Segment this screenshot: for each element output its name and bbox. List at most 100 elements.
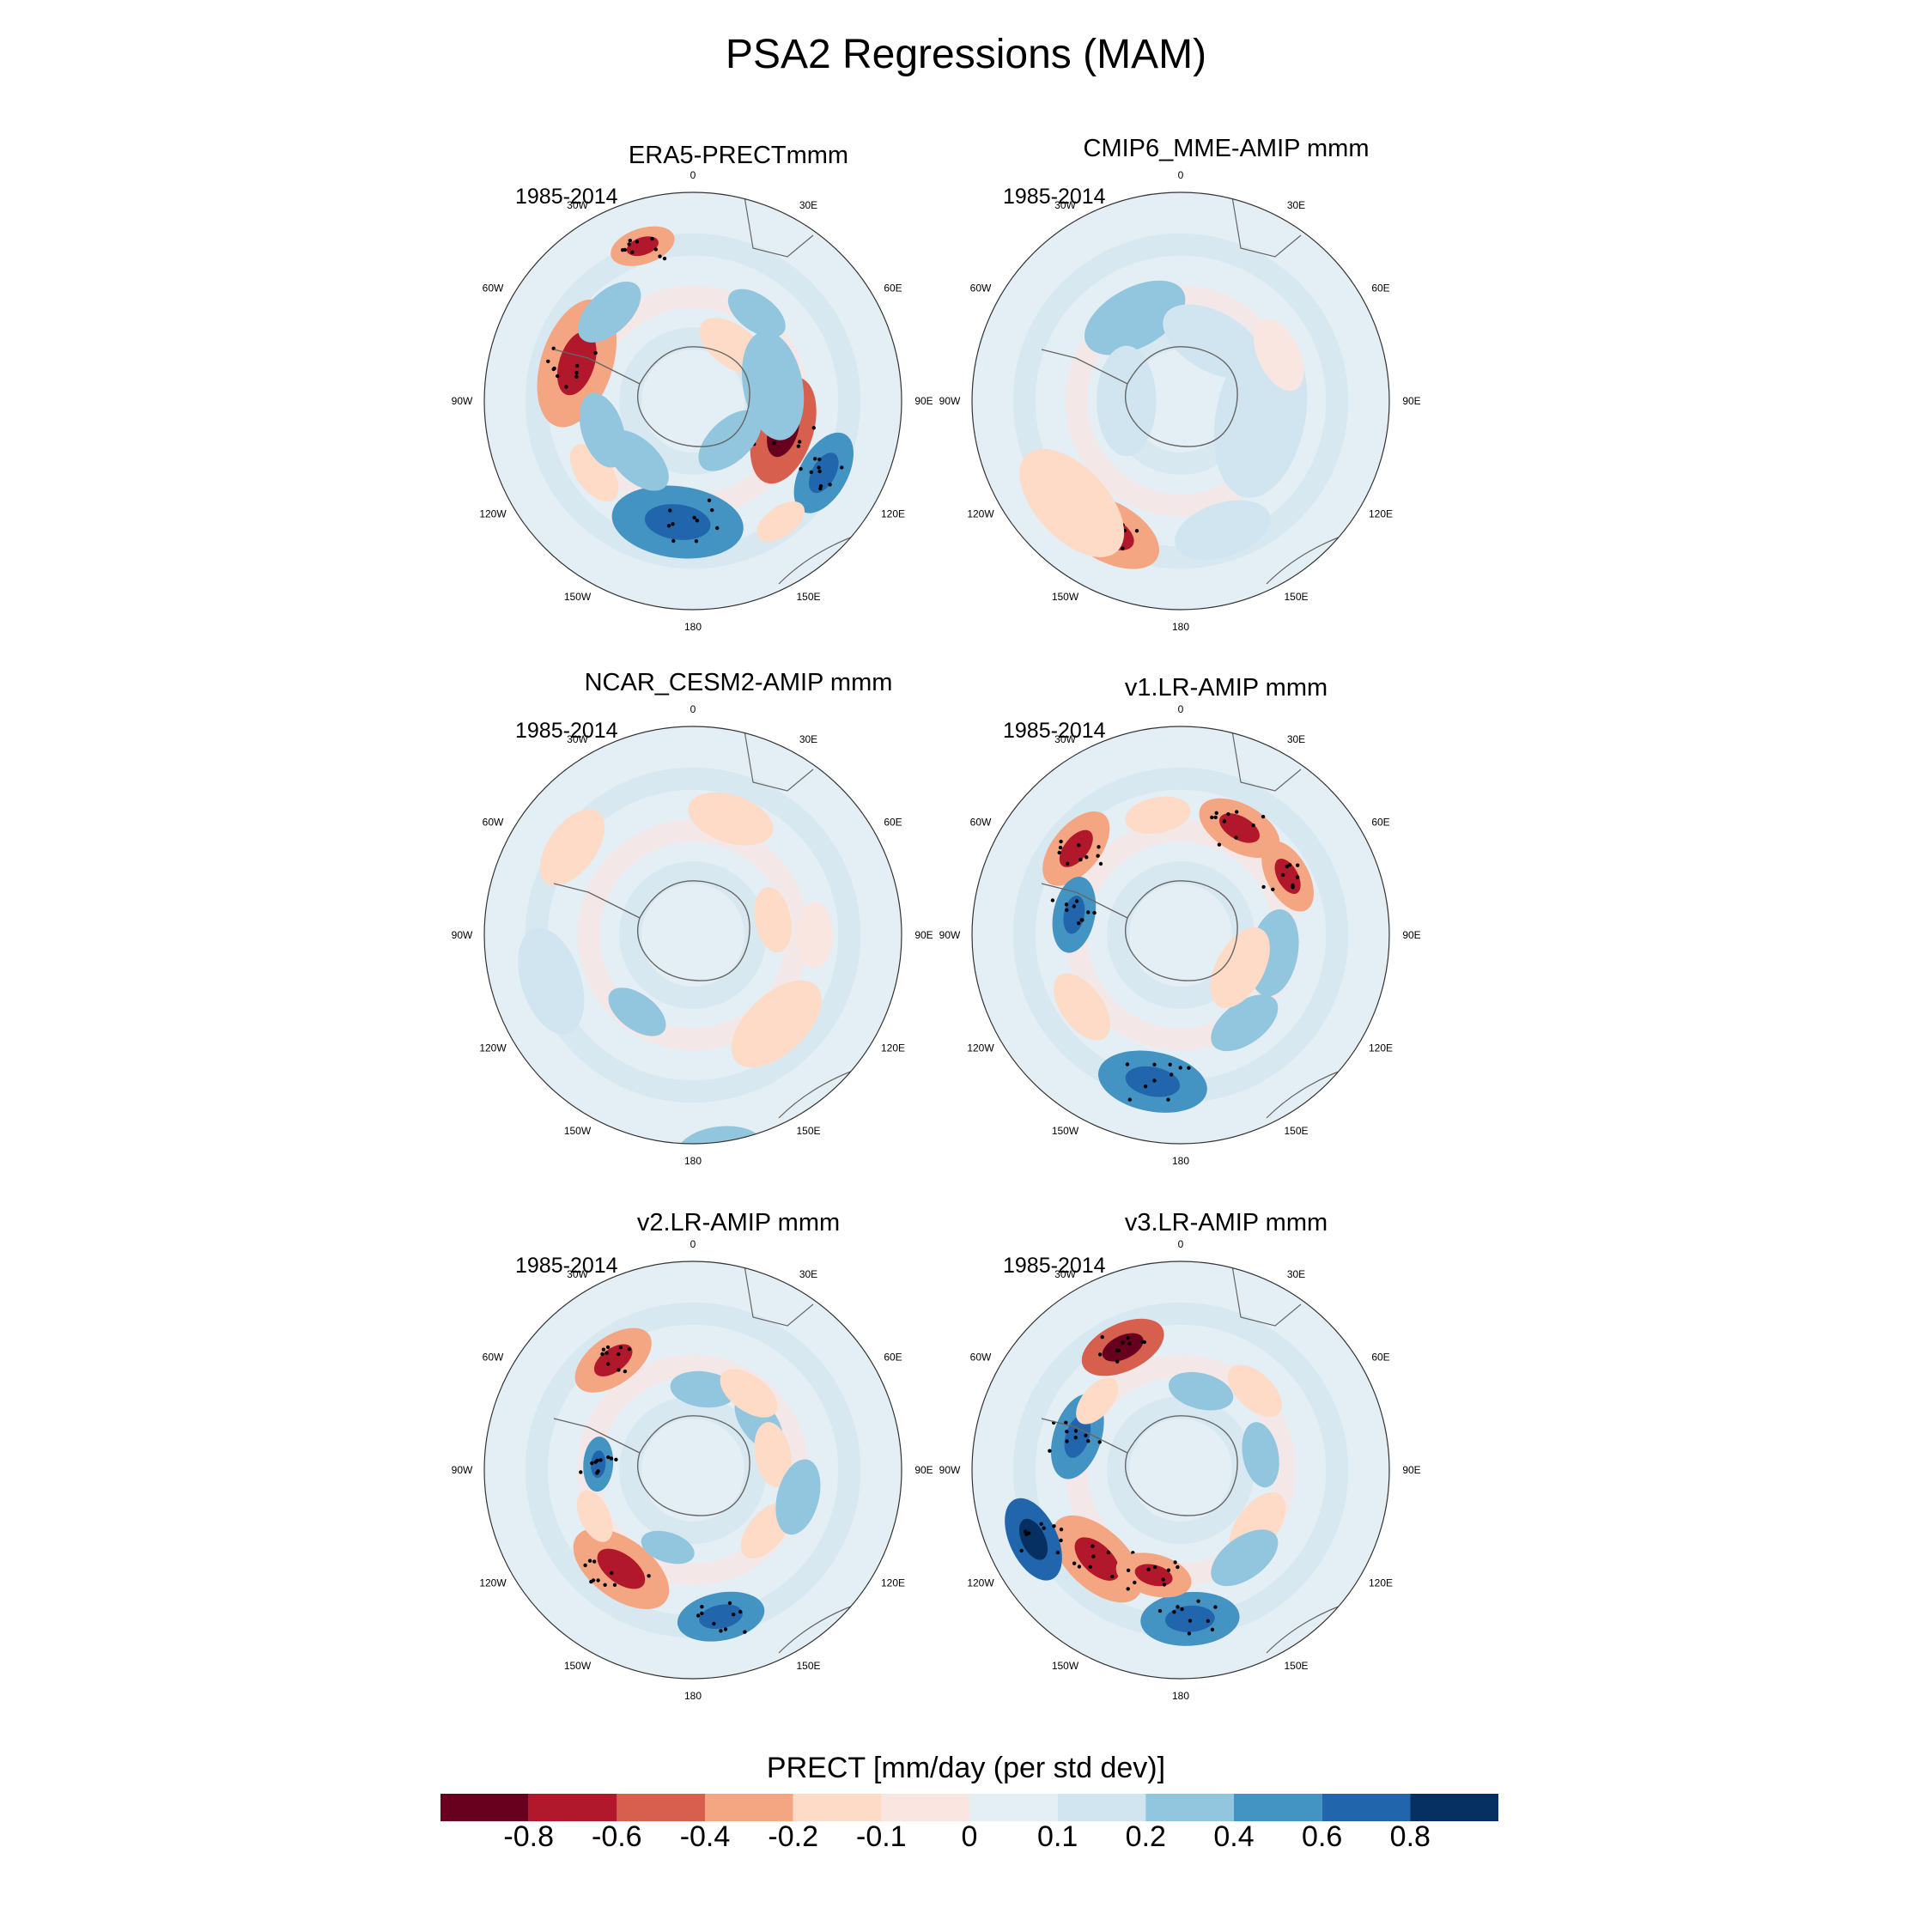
colorbar-segment bbox=[440, 1794, 529, 1821]
longitude-label: 30W bbox=[567, 199, 588, 211]
significance-dot bbox=[1234, 835, 1237, 839]
significance-dot bbox=[1110, 1575, 1114, 1578]
significance-dot bbox=[1296, 864, 1299, 867]
significance-dot bbox=[728, 1601, 732, 1605]
longitude-label: 30W bbox=[567, 733, 588, 745]
significance-dot bbox=[1296, 875, 1299, 878]
longitude-label: 30W bbox=[1054, 199, 1076, 211]
significance-dot bbox=[1115, 1360, 1119, 1364]
significance-dot bbox=[629, 239, 632, 242]
figure: PSA2 Regressions (MAM) ERA5-PRECTmmm 1985… bbox=[0, 0, 1932, 1932]
significance-dot bbox=[596, 1469, 599, 1473]
significance-dot bbox=[1091, 1545, 1094, 1548]
significance-dot bbox=[696, 1613, 700, 1617]
longitude-label: 120E bbox=[881, 1577, 905, 1589]
longitude-label: 150W bbox=[1052, 591, 1079, 603]
significance-dot bbox=[574, 371, 578, 374]
significance-dot bbox=[1065, 1439, 1068, 1443]
significance-dot bbox=[575, 364, 579, 368]
longitude-label: 180 bbox=[1172, 621, 1189, 633]
significance-dot bbox=[603, 1583, 606, 1587]
significance-dot bbox=[1180, 1607, 1183, 1611]
colorbar-segment bbox=[793, 1794, 882, 1821]
significance-dot bbox=[658, 254, 661, 258]
significance-dot bbox=[1048, 1449, 1051, 1453]
colorbar-tick-label: -0.2 bbox=[768, 1820, 818, 1854]
significance-dot bbox=[1086, 1439, 1090, 1443]
significance-dot bbox=[610, 1456, 613, 1460]
polar-map: 030E60E90E120E150E180150W120W90W60W30W bbox=[447, 142, 996, 640]
longitude-label: 0 bbox=[690, 1238, 696, 1250]
significance-dot bbox=[695, 539, 698, 543]
significance-dot bbox=[630, 251, 634, 254]
longitude-label: 60W bbox=[483, 283, 504, 295]
precip-anomaly bbox=[797, 902, 833, 969]
significance-dot bbox=[1089, 1565, 1092, 1569]
longitude-label: 120W bbox=[967, 1042, 994, 1054]
significance-dot bbox=[614, 1458, 617, 1461]
map-panel-v1: v1.LR-AMIP mmm 1985-2014 0 30E 60E 90E 120E 150… bbox=[934, 676, 1484, 1174]
map-panel-era5: ERA5-PRECTmmm 1985-2014 0 30E 60E 90E 120E 150E… bbox=[447, 142, 996, 640]
significance-dot bbox=[596, 1578, 599, 1582]
significance-dot bbox=[700, 1605, 703, 1608]
significance-dot bbox=[1167, 1569, 1170, 1572]
significance-dot bbox=[1170, 1072, 1173, 1076]
significance-dot bbox=[1271, 888, 1274, 891]
longitude-label: 150W bbox=[564, 591, 592, 603]
longitude-label: 180 bbox=[684, 1690, 702, 1702]
significance-dot bbox=[840, 465, 843, 469]
significance-dot bbox=[1211, 1628, 1214, 1631]
longitude-label: 150E bbox=[796, 1125, 820, 1137]
significance-dot bbox=[1235, 810, 1238, 813]
significance-dot bbox=[1213, 1605, 1217, 1608]
significance-dot bbox=[606, 1362, 610, 1365]
significance-dot bbox=[592, 1559, 596, 1563]
colorbar-tick-label: -0.1 bbox=[856, 1820, 907, 1854]
longitude-label: 0 bbox=[1178, 169, 1184, 181]
significance-dot bbox=[1188, 1631, 1191, 1635]
longitude-label: 90W bbox=[939, 1464, 961, 1476]
longitude-label: 90E bbox=[1402, 395, 1420, 407]
longitude-label: 90W bbox=[452, 929, 473, 941]
significance-dot bbox=[663, 257, 666, 260]
colorbar-title: PRECT [mm/day (per std dev)] bbox=[0, 1752, 1932, 1785]
significance-dot bbox=[1153, 1565, 1157, 1569]
longitude-label: 60W bbox=[970, 283, 992, 295]
significance-dot bbox=[623, 248, 627, 252]
significance-dot bbox=[606, 1346, 610, 1349]
significance-dot bbox=[1077, 921, 1080, 925]
significance-dot bbox=[602, 1348, 605, 1352]
colorbar-tick-label: -0.8 bbox=[503, 1820, 554, 1854]
significance-dot bbox=[1098, 1440, 1102, 1443]
longitude-label: 150W bbox=[1052, 1660, 1079, 1672]
significance-dot bbox=[552, 368, 556, 371]
significance-dot bbox=[1158, 1609, 1162, 1613]
longitude-label: 90E bbox=[1402, 1464, 1420, 1476]
significance-dot bbox=[1188, 1619, 1192, 1622]
significance-dot bbox=[1152, 1063, 1156, 1066]
significance-dot bbox=[1127, 1341, 1131, 1345]
map-panel-v2: v2.LR-AMIP mmm 1985-2014 0 30E 60E 90E 120E 150… bbox=[447, 1211, 996, 1709]
significance-dot bbox=[743, 1630, 746, 1633]
longitude-label: 30W bbox=[567, 1268, 588, 1280]
significance-dot bbox=[1072, 1562, 1076, 1565]
significance-dot bbox=[732, 1613, 735, 1616]
polar-map: 030E60E90E120E150E180150W120W90W60W30W bbox=[447, 1211, 996, 1709]
longitude-label: 60E bbox=[1371, 817, 1389, 829]
longitude-label: 30W bbox=[1054, 733, 1076, 745]
colorbar bbox=[440, 1794, 1498, 1821]
colorbar-segment bbox=[617, 1794, 705, 1821]
colorbar-tick-label: 0 bbox=[962, 1820, 978, 1854]
significance-dot bbox=[1058, 851, 1061, 854]
colorbar-tick-label: -0.6 bbox=[592, 1820, 642, 1854]
longitude-label: 90W bbox=[452, 395, 473, 407]
significance-dot bbox=[1281, 873, 1285, 877]
significance-dot bbox=[1176, 1605, 1179, 1608]
longitude-label: 150E bbox=[1284, 591, 1308, 603]
significance-dot bbox=[564, 385, 568, 388]
significance-dot bbox=[1196, 1600, 1200, 1603]
significance-dot bbox=[810, 471, 813, 474]
significance-dot bbox=[1042, 1527, 1046, 1530]
longitude-label: 150W bbox=[564, 1660, 592, 1672]
longitude-label: 90W bbox=[452, 1464, 473, 1476]
